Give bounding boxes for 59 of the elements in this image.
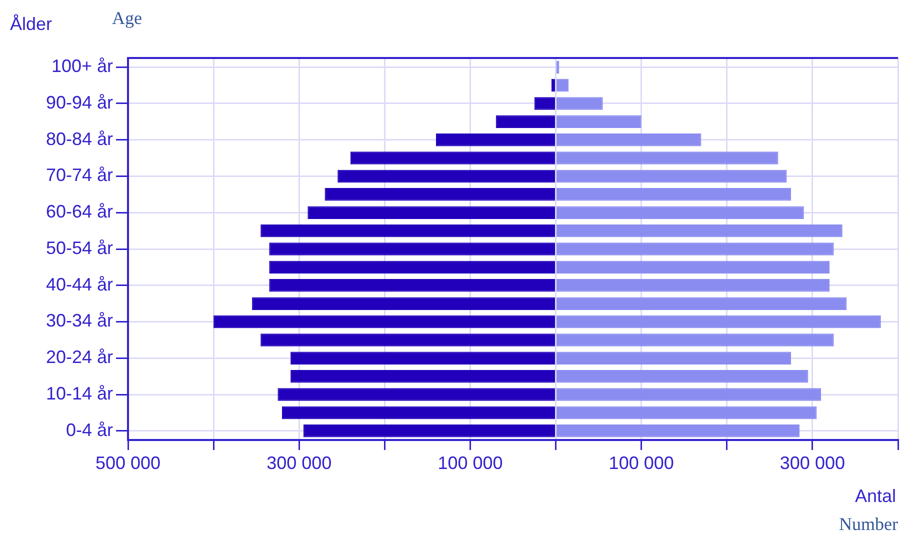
bar [269, 279, 556, 292]
y-tick-label: 60-64 år [46, 202, 113, 222]
bar [324, 188, 556, 201]
x-axis-title: Antal [854, 486, 896, 507]
y-axis-title: Ålder [10, 14, 52, 35]
bar [214, 315, 556, 328]
bar [252, 297, 556, 310]
bar [260, 334, 556, 346]
text: Age [112, 8, 142, 29]
bar [556, 115, 642, 128]
y-tick-label: 90-94 år [46, 92, 113, 112]
y-tick-label: 70-74 år [46, 165, 113, 186]
bar [556, 97, 603, 110]
bar [496, 115, 556, 128]
bar [556, 370, 808, 383]
bar [556, 334, 834, 346]
x-tick-label: 100 000 [438, 452, 503, 473]
bar [556, 279, 830, 292]
bar [278, 388, 556, 401]
bar [290, 352, 556, 365]
bar [338, 170, 556, 183]
bar [556, 352, 792, 365]
bar [556, 170, 787, 183]
y-tick-label: 30-34 år [46, 310, 113, 331]
bar [556, 406, 817, 420]
x-tick-label: 500 000 [95, 452, 161, 473]
bar [534, 97, 556, 110]
bar [556, 152, 778, 164]
bar [556, 206, 804, 219]
bar [269, 260, 556, 274]
y-tick-label: 50-54 år [46, 238, 113, 258]
y-tick-label: 100+ år [51, 56, 113, 76]
bar [556, 133, 702, 146]
bar [556, 297, 847, 310]
bar [556, 188, 792, 201]
bar [308, 206, 556, 219]
bar [290, 370, 556, 383]
bar [556, 315, 881, 328]
bar [556, 424, 800, 438]
bar [556, 260, 830, 274]
text: Number [839, 514, 898, 535]
bar [269, 242, 556, 256]
bar [282, 406, 556, 420]
bar [556, 224, 842, 238]
y-tick-label: 10-14 år [46, 383, 113, 404]
bar [556, 388, 821, 401]
x-tick-label: 300 000 [266, 452, 332, 473]
x-tick-label: 100 000 [608, 452, 674, 473]
y-tick-label: 40-44 år [46, 274, 113, 294]
y-tick-label: 0-4 år [66, 420, 113, 440]
bar [552, 78, 556, 92]
bar [350, 152, 556, 164]
bar [303, 424, 556, 438]
bar [260, 224, 556, 238]
bar [436, 133, 556, 146]
y-tick-label: 80-84 år [46, 128, 113, 149]
bar [556, 242, 834, 256]
x-tick-label: 300 000 [780, 452, 845, 473]
y-tick-label: 20-24 år [46, 347, 113, 368]
